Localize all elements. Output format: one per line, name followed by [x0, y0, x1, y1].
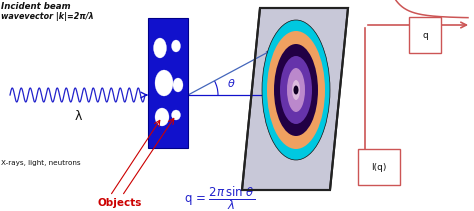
Text: θ: θ	[228, 79, 235, 89]
Text: wavevector |k|=2π/λ: wavevector |k|=2π/λ	[1, 12, 94, 21]
Ellipse shape	[287, 68, 305, 112]
Ellipse shape	[274, 44, 318, 136]
Ellipse shape	[292, 80, 300, 100]
Text: λ: λ	[74, 110, 82, 123]
Ellipse shape	[267, 31, 325, 149]
Text: I(q): I(q)	[371, 162, 387, 172]
Text: q: q	[422, 31, 428, 39]
Ellipse shape	[280, 56, 312, 124]
Ellipse shape	[172, 110, 181, 120]
Text: Objects: Objects	[98, 198, 142, 208]
Ellipse shape	[155, 70, 173, 96]
Text: X-rays, light, neutrons: X-rays, light, neutrons	[1, 160, 81, 166]
Ellipse shape	[293, 85, 299, 95]
Ellipse shape	[155, 108, 169, 126]
Ellipse shape	[262, 20, 330, 160]
Ellipse shape	[154, 38, 166, 58]
Ellipse shape	[173, 78, 183, 92]
Bar	[148, 18, 188, 148]
Ellipse shape	[172, 40, 181, 52]
Text: Incident beam: Incident beam	[1, 2, 71, 11]
Text: q = $\dfrac{2\pi\,\sin\,\theta}{\lambda}$: q = $\dfrac{2\pi\,\sin\,\theta}{\lambda}…	[184, 185, 255, 211]
Polygon shape	[242, 8, 348, 190]
